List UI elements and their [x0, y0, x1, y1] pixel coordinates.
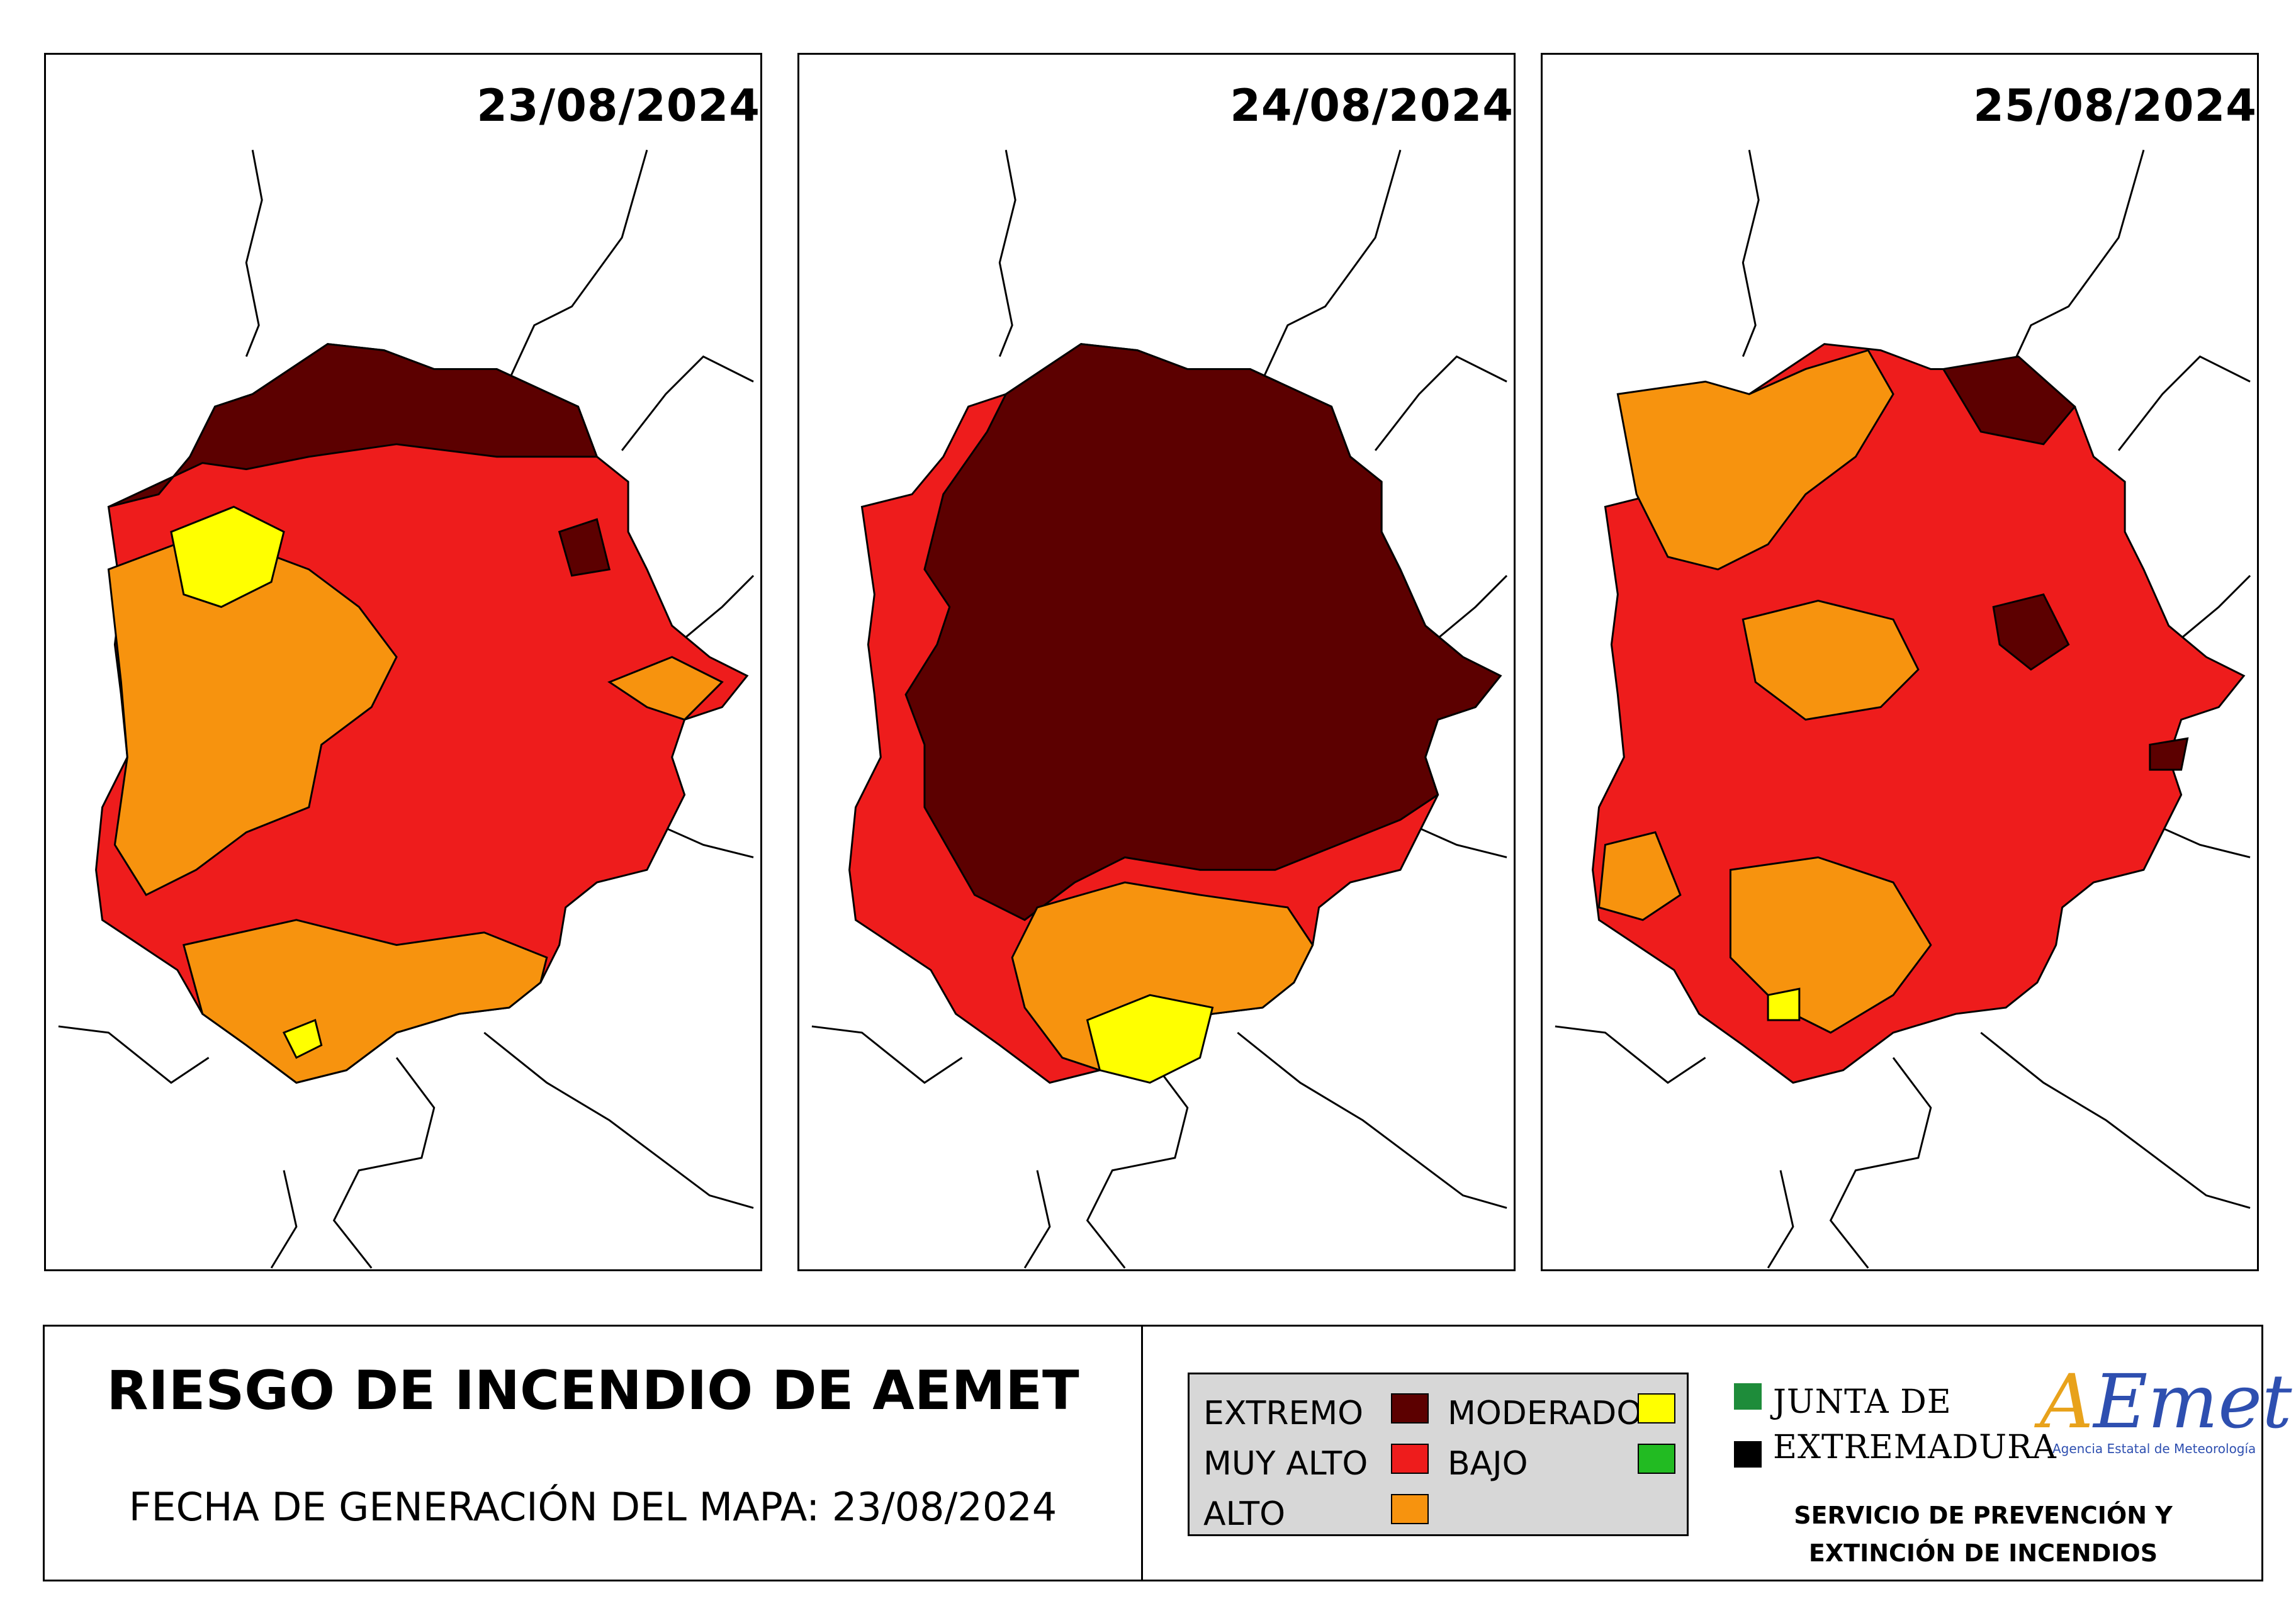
footer-box: RIESGO DE INCENDIO DE AEMET FECHA DE GEN… — [43, 1325, 2292, 1581]
risk-map-day2 — [811, 149, 1508, 1269]
service-line1: SERVICIO DE PREVENCIÓN Y — [1794, 1502, 2173, 1529]
risk-legend: EXTREMO MUY ALTO ALTO MODERADO BAJO — [1188, 1373, 1689, 1536]
junta-extremadura-logo: JUNTA DE EXTREMADURA — [1734, 1383, 2056, 1484]
map-panel-day1: 23/08/2024 — [44, 53, 762, 1271]
aemet-wordmark: AEmet — [2040, 1358, 2292, 1445]
panel-date-day3: 25/08/2024 — [1973, 80, 2257, 132]
legend-swatch-alto — [1391, 1494, 1429, 1524]
map-panel-day2: 24/08/2024 — [797, 53, 1516, 1271]
footer-divider — [1141, 1327, 1143, 1580]
legend-label-muy-alto: MUY ALTO — [1203, 1445, 1368, 1483]
service-line2: EXTINCIÓN DE INCENDIOS — [1808, 1539, 2158, 1567]
map-panel-day3: 25/08/2024 — [1541, 53, 2259, 1271]
map-title: RIESGO DE INCENDIO DE AEMET — [106, 1359, 1079, 1422]
service-name: SERVICIO DE PREVENCIÓN Y EXTINCIÓN DE IN… — [1744, 1497, 2222, 1572]
aemet-mark-a: A — [2040, 1358, 2094, 1445]
generation-date: FECHA DE GENERACIÓN DEL MAPA: 23/08/2024 — [128, 1484, 1057, 1530]
legend-label-moderado: MODERADO — [1448, 1395, 1643, 1432]
aemet-logo: AEmet Agencia Estatal de Meteorología — [2040, 1358, 2292, 1471]
panel-date-day2: 24/08/2024 — [1230, 80, 1514, 132]
panel-date-day1: 23/08/2024 — [476, 80, 760, 132]
risk-map-day3 — [1555, 149, 2251, 1269]
junta-line2: EXTREMADURA — [1773, 1429, 2057, 1466]
aemet-mark-rest: Emet — [2093, 1358, 2292, 1445]
legend-swatch-bajo — [1638, 1444, 1675, 1474]
legend-label-alto: ALTO — [1203, 1495, 1286, 1533]
legend-label-extremo: EXTREMO — [1203, 1395, 1364, 1432]
junta-green-square — [1734, 1383, 1762, 1410]
risk-map-day1 — [58, 149, 755, 1269]
legend-swatch-muy-alto — [1391, 1444, 1429, 1474]
junta-black-square — [1734, 1441, 1762, 1468]
legend-swatch-extremo — [1391, 1393, 1429, 1424]
legend-swatch-moderado — [1638, 1393, 1675, 1424]
aemet-subtitle: Agencia Estatal de Meteorología — [2052, 1441, 2256, 1456]
junta-line1: JUNTA DE — [1773, 1383, 1952, 1421]
legend-label-bajo: BAJO — [1448, 1445, 1528, 1483]
